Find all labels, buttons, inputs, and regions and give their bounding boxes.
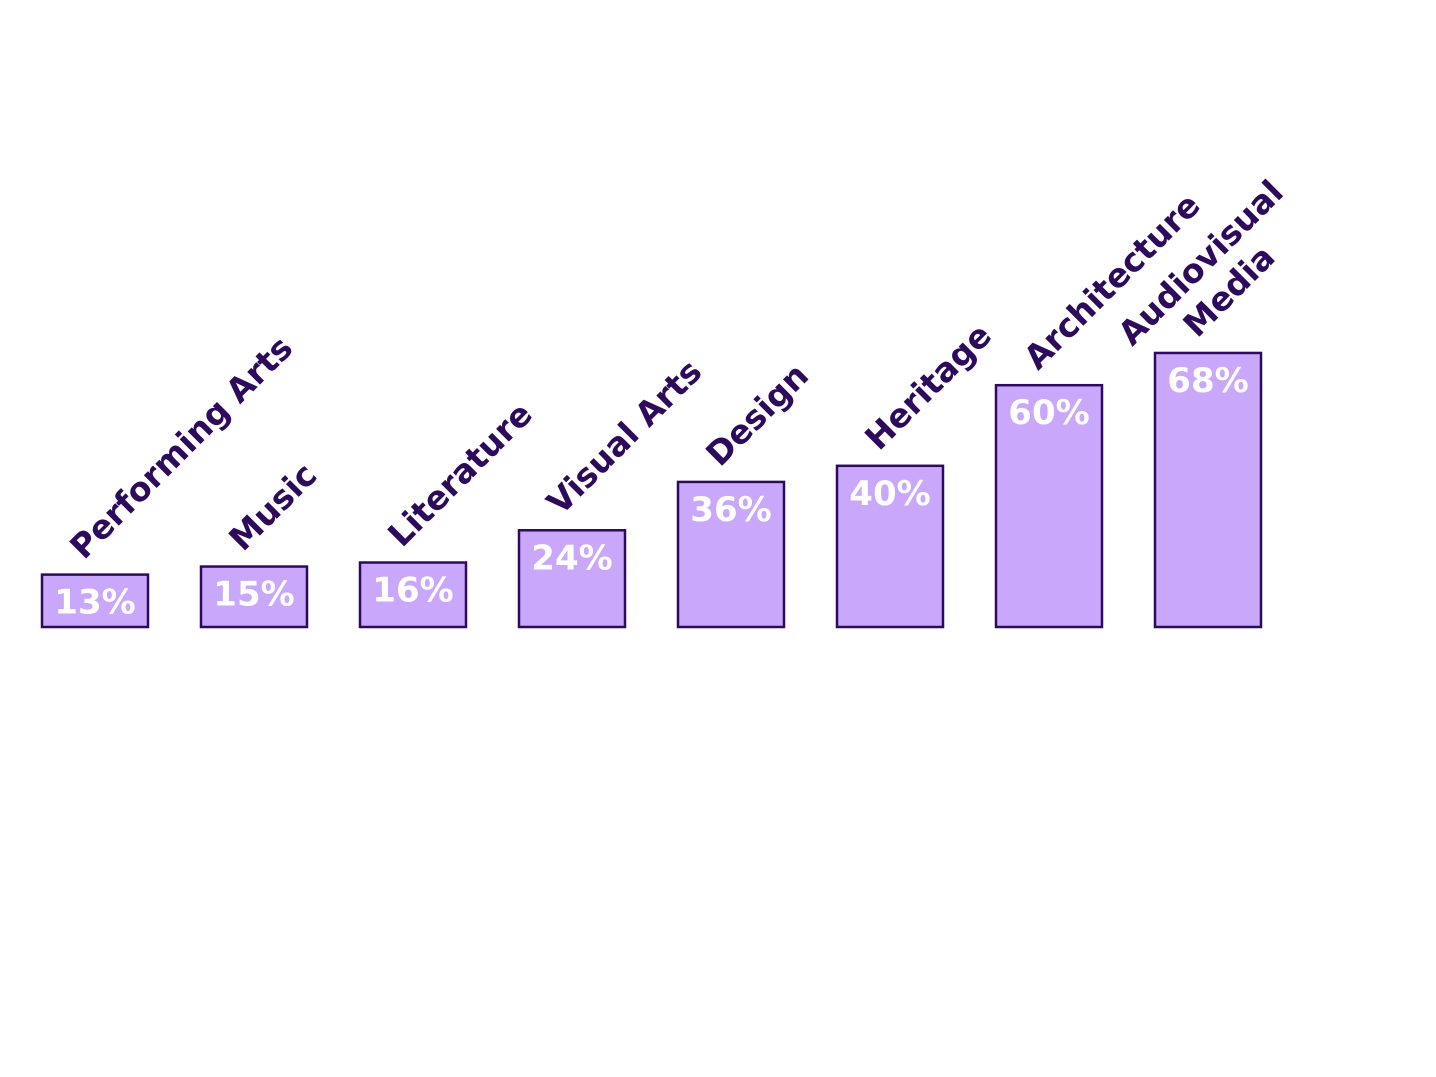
category-label-design: Design [698,356,816,474]
bar-audiovisual-media [1153,351,1263,629]
bar-value-label: 68% [1167,361,1248,401]
bar-value-label: 60% [1008,393,1089,433]
bar-value-label: 16% [372,571,453,611]
bar-visual-arts [517,529,627,629]
bar-value-label: 36% [690,490,771,530]
bar-value-label: 40% [849,474,930,514]
category-label-music: Music [221,455,324,558]
bar-value-label: 13% [54,583,135,623]
category-label-heritage: Heritage [857,316,999,458]
category-label-literature: Literature [380,394,540,554]
bar-performing-arts [40,573,150,629]
bar-value-label: 15% [213,575,294,615]
bar-design [676,480,786,629]
bar-value-label: 24% [531,538,612,578]
bar-heritage [835,464,945,629]
bar-literature [358,561,468,629]
bar-architecture [994,383,1104,629]
bar-music [199,565,309,629]
